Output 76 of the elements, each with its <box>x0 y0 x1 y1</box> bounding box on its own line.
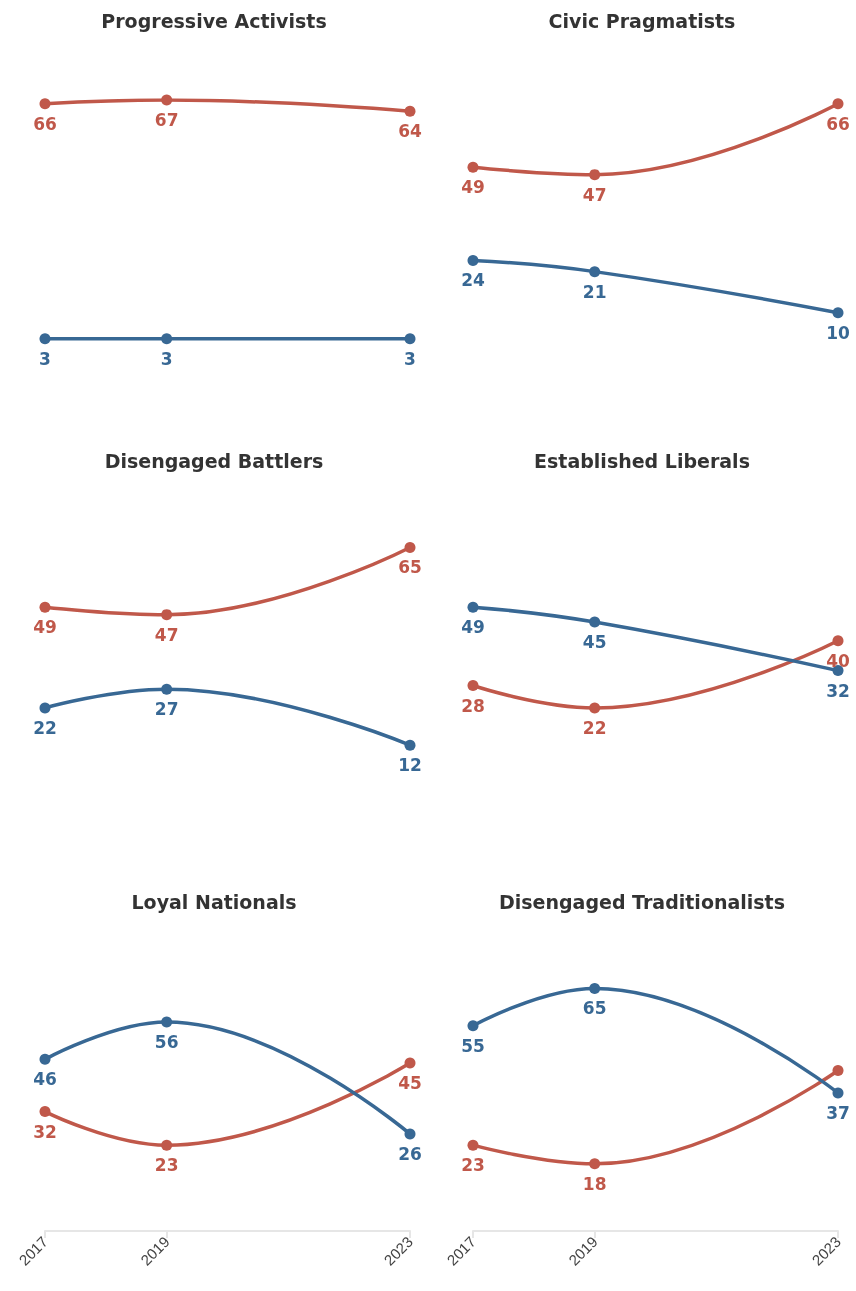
chart-title: Progressive Activists <box>101 9 327 32</box>
point <box>832 1065 844 1077</box>
point <box>39 333 51 345</box>
point <box>832 1087 844 1099</box>
point <box>404 1057 416 1069</box>
point <box>161 94 173 106</box>
data-label: 10 <box>826 322 850 343</box>
data-label: 32 <box>826 680 850 701</box>
data-label: 3 <box>404 348 416 369</box>
point <box>161 1139 173 1151</box>
data-label: 45 <box>582 632 607 653</box>
data-label: 28 <box>461 695 485 716</box>
data-label: 64 <box>398 121 422 142</box>
point <box>161 1016 173 1028</box>
data-label: 23 <box>154 1155 179 1176</box>
data-label: 47 <box>582 184 607 205</box>
chart-title: Civic Pragmatists <box>548 9 736 32</box>
point <box>404 333 416 345</box>
point <box>467 601 479 613</box>
data-label: 66 <box>826 113 850 134</box>
data-label: 55 <box>461 1035 485 1056</box>
data-label: 49 <box>461 617 485 638</box>
data-label: 47 <box>154 624 179 645</box>
point <box>589 1158 601 1170</box>
data-label: 24 <box>461 270 485 291</box>
data-label: 3 <box>39 348 51 369</box>
data-label: 12 <box>398 755 422 776</box>
point <box>404 1128 416 1140</box>
point <box>832 98 844 110</box>
point <box>467 1020 479 1032</box>
data-label: 21 <box>582 281 607 302</box>
point <box>589 616 601 628</box>
data-label: 18 <box>582 1173 607 1194</box>
chart-title: Established Liberals <box>534 449 750 472</box>
point <box>589 169 601 181</box>
point <box>589 266 601 278</box>
point <box>39 98 51 110</box>
data-label: 49 <box>33 617 57 638</box>
data-label: 40 <box>826 650 850 671</box>
data-label: 65 <box>582 998 607 1019</box>
data-label: 22 <box>33 717 57 738</box>
point <box>467 254 479 266</box>
data-label: 49 <box>461 177 485 198</box>
data-label: 27 <box>154 699 179 720</box>
chart-title: Disengaged Battlers <box>104 449 324 472</box>
data-label: 45 <box>398 1073 422 1094</box>
chart-title: Loyal Nationals <box>131 890 297 913</box>
point <box>589 702 601 714</box>
point <box>832 635 844 647</box>
point <box>161 609 173 621</box>
data-label: 26 <box>398 1143 422 1164</box>
data-label: 37 <box>826 1102 850 1123</box>
data-label: 22 <box>582 717 607 738</box>
point <box>404 105 416 117</box>
point <box>589 982 601 994</box>
point <box>404 739 416 751</box>
point <box>161 333 173 345</box>
chart-title: Disengaged Traditionalists <box>498 890 786 913</box>
point <box>39 1053 51 1065</box>
point <box>39 702 51 714</box>
data-label: 67 <box>154 110 179 130</box>
point <box>467 161 479 173</box>
data-label: 46 <box>33 1069 57 1090</box>
point <box>39 1106 51 1118</box>
data-label: 56 <box>154 1032 179 1053</box>
data-label: 3 <box>160 348 173 369</box>
point <box>467 1139 479 1151</box>
point <box>832 307 844 319</box>
point <box>161 683 173 695</box>
data-label: 32 <box>33 1121 57 1142</box>
data-label: 66 <box>33 113 57 134</box>
point <box>467 680 479 692</box>
point <box>39 601 51 613</box>
data-label: 65 <box>398 557 422 578</box>
data-label: 23 <box>461 1155 485 1176</box>
point <box>404 541 416 553</box>
